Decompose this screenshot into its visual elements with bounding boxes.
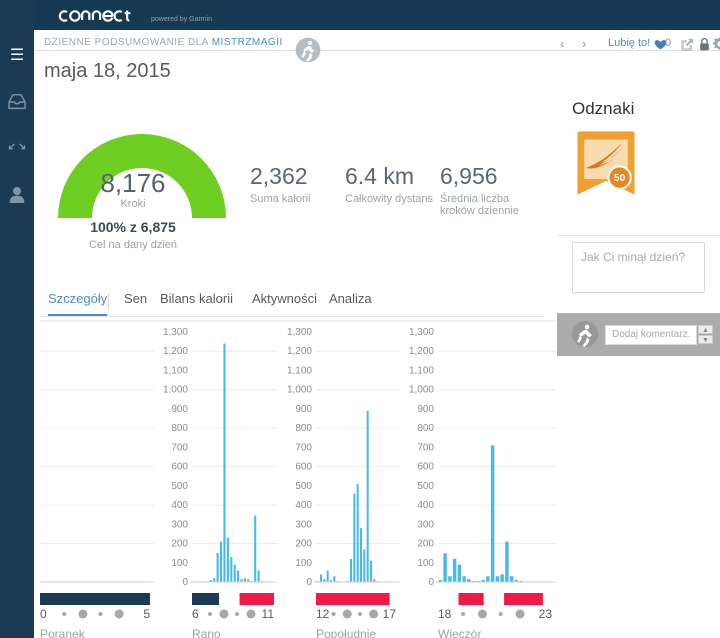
svg-text:23: 23: [539, 607, 553, 621]
svg-text:1,200: 1,200: [409, 346, 434, 357]
svg-text:1,300: 1,300: [409, 327, 434, 338]
svg-text:1,300: 1,300: [287, 327, 312, 338]
svg-text:900: 900: [295, 404, 312, 415]
svg-text:500: 500: [171, 481, 188, 492]
svg-text:1,200: 1,200: [287, 346, 312, 357]
svg-text:900: 900: [171, 404, 188, 415]
svg-text:100: 100: [295, 558, 312, 569]
svg-text:100: 100: [171, 558, 188, 569]
svg-text:300: 300: [295, 519, 312, 530]
svg-text:1,000: 1,000: [287, 385, 312, 396]
svg-text:12: 12: [316, 607, 330, 621]
svg-text:300: 300: [417, 519, 434, 530]
svg-text:700: 700: [417, 442, 434, 453]
svg-text:400: 400: [417, 500, 434, 511]
svg-text:400: 400: [171, 500, 188, 511]
svg-text:700: 700: [295, 442, 312, 453]
svg-text:Wieczór: Wieczór: [438, 627, 481, 638]
svg-text:100: 100: [417, 558, 434, 569]
svg-text:200: 200: [417, 539, 434, 550]
svg-text:800: 800: [295, 423, 312, 434]
svg-text:0: 0: [428, 577, 434, 588]
svg-text:0: 0: [306, 577, 312, 588]
svg-text:1,000: 1,000: [163, 385, 188, 396]
svg-text:300: 300: [171, 519, 188, 530]
svg-text:900: 900: [417, 404, 434, 415]
svg-text:Poranek: Poranek: [40, 627, 86, 638]
svg-text:0: 0: [182, 577, 188, 588]
svg-text:600: 600: [417, 462, 434, 473]
svg-text:1,100: 1,100: [409, 365, 434, 376]
svg-text:500: 500: [295, 481, 312, 492]
svg-text:Popołudnie: Popołudnie: [316, 627, 376, 638]
svg-text:Rano: Rano: [192, 627, 221, 638]
svg-text:1,100: 1,100: [163, 365, 188, 376]
svg-text:200: 200: [171, 539, 188, 550]
svg-text:600: 600: [295, 462, 312, 473]
svg-text:17: 17: [383, 607, 397, 621]
svg-text:18: 18: [438, 607, 452, 621]
svg-text:800: 800: [171, 423, 188, 434]
svg-text:6: 6: [192, 607, 199, 621]
svg-text:700: 700: [171, 442, 188, 453]
svg-text:800: 800: [417, 423, 434, 434]
svg-text:11: 11: [262, 607, 275, 621]
svg-text:200: 200: [295, 539, 312, 550]
svg-text:1,000: 1,000: [409, 385, 434, 396]
svg-text:400: 400: [295, 500, 312, 511]
svg-text:500: 500: [417, 481, 434, 492]
svg-text:600: 600: [171, 462, 188, 473]
svg-text:1,200: 1,200: [163, 346, 188, 357]
svg-text:50: 50: [614, 173, 626, 184]
svg-text:5: 5: [143, 607, 150, 621]
svg-text:0: 0: [40, 607, 47, 621]
svg-text:1,300: 1,300: [163, 327, 188, 338]
svg-text:1,100: 1,100: [287, 365, 312, 376]
